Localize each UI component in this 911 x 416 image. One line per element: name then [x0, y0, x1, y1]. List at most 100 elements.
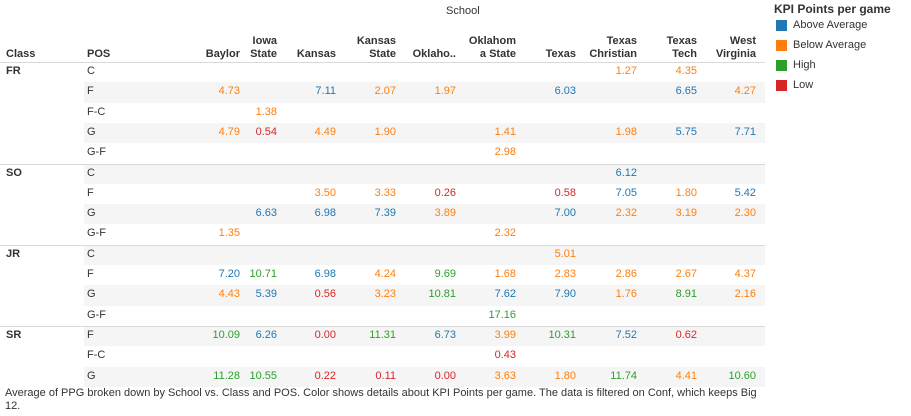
- column-header: Kansas State: [357, 35, 396, 61]
- table-cell-value: 10.55: [249, 369, 277, 382]
- legend-swatch: [776, 79, 787, 91]
- legend-label: Above Average: [793, 19, 868, 31]
- table-cell-value: 7.52: [615, 328, 637, 341]
- legend-swatch: [776, 59, 787, 71]
- table-cell-value: 3.33: [374, 186, 396, 199]
- table-cell-value: 3.89: [434, 207, 456, 220]
- table-cell-value: 11.31: [369, 328, 396, 341]
- table-cell-value: 2.83: [554, 268, 576, 280]
- column-header: Baylor: [206, 48, 240, 61]
- pos-label: G-F: [87, 308, 106, 321]
- table-cell-value: 10.60: [728, 369, 756, 382]
- pos-label: G: [87, 207, 96, 220]
- table-cell-value: 1.80: [554, 369, 576, 382]
- table-cell-value: 7.90: [554, 288, 576, 301]
- pos-label: G: [87, 125, 96, 138]
- column-header-line: State: [250, 48, 277, 60]
- class-divider: [0, 325, 765, 327]
- legend-label: Low: [793, 79, 814, 91]
- table-cell-value: 7.05: [615, 186, 637, 199]
- table-cell-value: 7.39: [374, 207, 396, 220]
- column-header-line: West: [729, 35, 756, 47]
- table-cell-value: 7.62: [494, 288, 516, 301]
- column-header-line: State: [369, 48, 396, 60]
- table-cell-value: 5.39: [255, 288, 277, 301]
- class-divider: [0, 244, 765, 246]
- table-cell-value: 5.75: [675, 125, 697, 138]
- legend-label: High: [793, 59, 816, 71]
- row-band: [84, 82, 765, 103]
- table-cell-value: 0.00: [314, 328, 336, 341]
- class-divider: [0, 62, 765, 63]
- table-cell-value: 1.41: [494, 125, 516, 138]
- legend-item[interactable]: High: [776, 58, 816, 72]
- legend-item[interactable]: Below Average: [776, 38, 866, 52]
- table-cell-value: 4.35: [675, 65, 697, 77]
- table-cell-value: 0.11: [375, 369, 396, 382]
- table-cell-value: 10.09: [212, 328, 240, 341]
- table-cell-value: 0.00: [434, 369, 456, 382]
- pos-label: F: [87, 328, 94, 341]
- table-cell-value: 8.91: [675, 288, 697, 301]
- table-cell-value: 4.73: [218, 85, 240, 98]
- legend-item[interactable]: Above Average: [776, 18, 867, 32]
- pos-label: F: [87, 186, 94, 199]
- pos-label: G-F: [87, 146, 106, 159]
- table-cell-value: 3.63: [494, 369, 516, 382]
- table-cell-value: 6.63: [255, 207, 277, 220]
- table-cell-value: 11.28: [213, 369, 240, 382]
- table-cell-value: 1.98: [615, 125, 637, 138]
- column-header: Iowa State: [250, 35, 277, 61]
- column-header: Oklaho..: [413, 48, 456, 61]
- table-cell-value: 3.19: [675, 207, 697, 220]
- table-cell-value: 10.71: [249, 268, 277, 280]
- pos-label: G: [87, 288, 96, 301]
- pos-label: F: [87, 268, 94, 280]
- table-cell-value: 11.74: [610, 369, 637, 382]
- table-cell-value: 2.30: [734, 207, 756, 220]
- table-cell-value: 3.23: [374, 288, 396, 301]
- table-cell-value: 2.67: [675, 268, 697, 280]
- table-cell-value: 1.27: [615, 65, 637, 77]
- legend-item[interactable]: Low: [776, 78, 813, 92]
- table-cell-value: 7.00: [554, 207, 576, 220]
- table-cell-value: 2.16: [734, 288, 756, 301]
- pos-label: C: [87, 166, 95, 179]
- class-label: FR: [6, 65, 21, 77]
- table-cell-value: 6.65: [675, 85, 697, 98]
- column-header-line: Christian: [589, 48, 637, 60]
- table-cell-value: 2.32: [494, 227, 516, 240]
- pos-label: F: [87, 85, 94, 98]
- pos-label: G: [87, 369, 96, 382]
- table-cell-value: 6.98: [314, 268, 336, 280]
- table-cell-value: 1.38: [255, 105, 277, 118]
- table-cell-value: 3.50: [314, 186, 336, 199]
- row-band: [84, 204, 765, 225]
- table-cell-value: 3.99: [494, 328, 516, 341]
- table-cell-value: 5.42: [734, 186, 756, 199]
- table-cell-value: 6.03: [554, 85, 576, 98]
- column-header-line: Texas: [545, 48, 576, 60]
- column-header-line: Oklahom: [468, 35, 516, 47]
- class-label: SR: [6, 328, 22, 341]
- table-cell-value: 4.43: [218, 288, 240, 301]
- column-header-line: Virginia: [715, 48, 756, 60]
- table-cell-value: 4.41: [675, 369, 697, 382]
- legend-label: Below Average: [793, 39, 867, 51]
- column-header-line: a State: [479, 48, 516, 60]
- table-cell-value: 6.73: [434, 328, 456, 341]
- column-header: Texas Tech: [667, 35, 697, 61]
- column-header-line: Baylor: [205, 48, 240, 60]
- pos-label: C: [87, 65, 95, 77]
- caption: Average of PPG broken down by School vs.…: [5, 387, 757, 412]
- column-header-line: Kansas: [296, 48, 336, 60]
- table-cell-value: 4.27: [734, 85, 756, 98]
- table-cell-value: 0.56: [314, 288, 336, 301]
- table-cell-value: 0.58: [554, 186, 576, 199]
- table-cell-value: 7.20: [218, 268, 240, 280]
- legend-swatch: [776, 39, 787, 51]
- legend-title: KPI Points per game: [774, 2, 891, 16]
- row-band: [84, 325, 765, 347]
- column-header-line: Iowa: [252, 35, 277, 47]
- column-header: Kansas: [297, 48, 336, 61]
